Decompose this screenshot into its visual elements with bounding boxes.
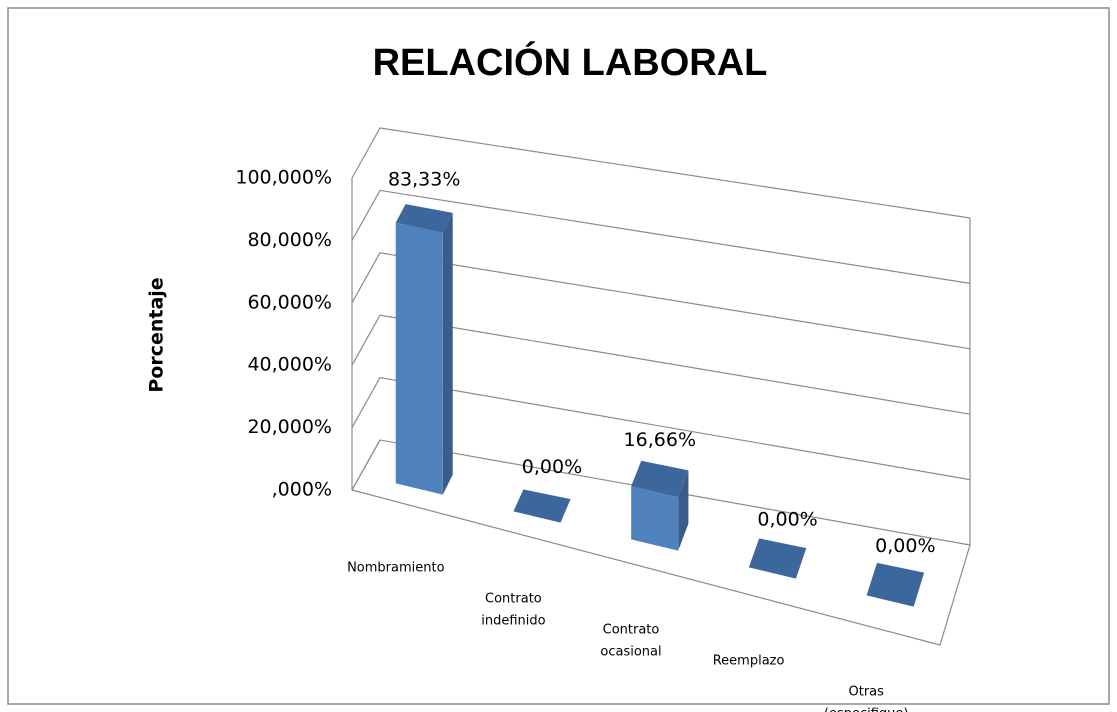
x-tick-label-line: Contrato xyxy=(485,591,542,606)
x-tick-label: Nombramiento xyxy=(347,560,445,575)
y-tick-label: 80,000% xyxy=(247,229,332,251)
grid-line xyxy=(351,127,971,219)
bar-top xyxy=(395,204,453,233)
bar xyxy=(395,204,453,495)
x-tick-label-line: ocasional xyxy=(600,644,661,659)
x-tick-label: Otras (especifique) xyxy=(824,684,909,712)
chart-title: RELACIÓN LABORAL xyxy=(373,40,768,84)
x-tick-label-line: Nombramiento xyxy=(347,560,445,575)
x-tick-label-line: (especifique) xyxy=(824,706,909,712)
bar-front xyxy=(631,486,679,551)
grid-line xyxy=(351,439,971,546)
bar xyxy=(513,489,571,523)
y-tick-label: 20,000% xyxy=(247,416,332,438)
bar-side xyxy=(678,470,689,551)
x-tick-label: Contrato indefinido xyxy=(481,591,545,628)
grid-line xyxy=(351,314,971,415)
y-tick-label: 60,000% xyxy=(247,291,332,313)
value-label: 0,00% xyxy=(875,535,935,557)
y-tick-label: 40,000% xyxy=(247,354,332,376)
x-tick-label: Contrato ocasional xyxy=(600,622,661,659)
x-tick-label-line: Otras xyxy=(848,684,884,699)
y-axis-label: Porcentaje xyxy=(146,277,168,392)
x-tick-label: Reemplazo xyxy=(713,653,785,668)
value-label: 0,00% xyxy=(522,456,582,478)
x-tick-label-line: Contrato xyxy=(603,622,660,637)
bar-top xyxy=(513,489,571,523)
bar xyxy=(866,562,925,607)
x-tick-label-line: Reemplazo xyxy=(713,653,785,668)
bar-top xyxy=(748,538,807,579)
grid-line xyxy=(351,189,971,284)
bar xyxy=(748,538,807,579)
bar-front xyxy=(395,222,443,495)
bar xyxy=(631,460,689,551)
wall-edge xyxy=(351,178,971,646)
value-label: 83,33% xyxy=(388,169,460,191)
value-label: 16,66% xyxy=(624,429,696,451)
bar-top xyxy=(631,460,689,498)
grid-line xyxy=(351,376,971,481)
bar-side xyxy=(442,212,453,495)
y-tick-label: 100,000% xyxy=(235,167,332,189)
grid-line xyxy=(351,252,971,350)
chart-border xyxy=(7,7,1110,705)
bar-top xyxy=(866,562,925,607)
y-tick-label: ,000% xyxy=(272,479,332,501)
value-label: 0,00% xyxy=(757,509,817,531)
x-tick-label-line: indefinido xyxy=(481,613,545,628)
